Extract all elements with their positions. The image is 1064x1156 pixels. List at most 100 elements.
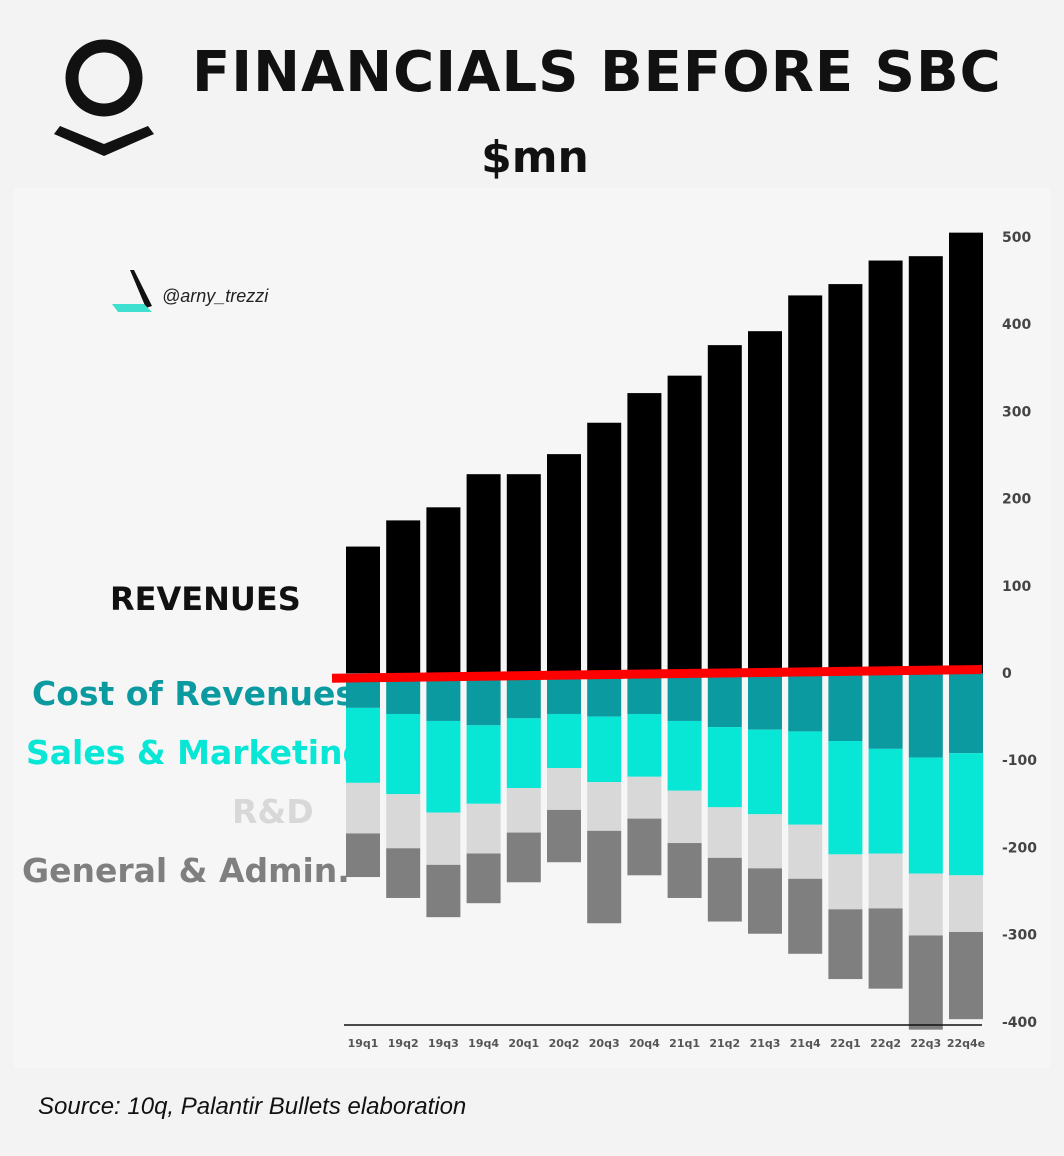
bar-revenues-20q3: [587, 422, 622, 673]
x-tick-label: 19q2: [388, 1037, 419, 1050]
y-tick-label: 100: [1002, 579, 1031, 595]
bar-sales-marketing-22q3: [908, 757, 943, 874]
bar-general-admin-21q1: [667, 843, 702, 898]
bar-sales-marketing-19q2: [386, 713, 421, 795]
bar-cost-of-revenues-21q4: [788, 673, 823, 732]
x-tick-label: 21q1: [669, 1037, 700, 1050]
x-tick-label: 22q4e: [947, 1037, 985, 1050]
bar-revenues-21q4: [788, 295, 823, 673]
bar-r-d-22q2: [868, 853, 903, 909]
bar-r-d-19q2: [386, 794, 421, 849]
y-tick-label: 500: [1002, 230, 1031, 246]
bar-sales-marketing-22q4e: [949, 753, 983, 876]
legend-revenues: REVENUES: [110, 580, 301, 618]
x-tick-label: 22q2: [870, 1037, 901, 1050]
bar-general-admin-21q4: [788, 878, 823, 954]
bar-revenues-19q2: [386, 520, 421, 673]
bar-cost-of-revenues-21q3: [748, 673, 782, 730]
y-tick-label: -200: [1002, 840, 1037, 856]
bar-general-admin-22q1: [828, 909, 863, 980]
bar-sales-marketing-20q1: [506, 718, 541, 789]
bar-r-d-19q1: [346, 782, 380, 834]
x-tick-label: 19q3: [428, 1037, 459, 1050]
bar-cost-of-revenues-22q3: [908, 673, 943, 758]
bar-general-admin-19q3: [426, 864, 461, 918]
bar-general-admin-22q2: [868, 908, 903, 989]
bar-general-admin-20q3: [587, 830, 622, 924]
y-tick-label: 0: [1002, 666, 1012, 682]
bar-sales-marketing-22q2: [868, 748, 903, 854]
x-tick-label: 20q3: [589, 1037, 620, 1050]
page-subtitle: $mn: [481, 132, 589, 183]
chart-panel: 19q1 19q2 19q3 19q4 20q1 20q2 20q3 20q4 21q1 21q2…: [14, 188, 1050, 1068]
bar-general-admin-20q4: [627, 818, 662, 876]
bar-sales-marketing-20q3: [587, 716, 622, 782]
bar-r-d-19q3: [426, 812, 461, 865]
x-tick-label: 22q1: [830, 1037, 861, 1050]
bar-revenues-20q1: [506, 474, 541, 673]
bar-r-d-22q4e: [949, 875, 983, 932]
bar-general-admin-20q2: [547, 809, 581, 863]
page-title: FINANCIALS BEFORE SBC: [192, 40, 1002, 105]
bar-sales-marketing-22q1: [828, 741, 863, 855]
bar-sales-marketing-19q4: [466, 725, 501, 804]
x-tick-label: 20q2: [549, 1037, 580, 1050]
bar-revenues-21q3: [748, 331, 782, 673]
zero-line: [331, 665, 983, 683]
source-note: Source: 10q, Palantir Bullets elaboratio…: [38, 1093, 467, 1120]
x-tick-label: 22q3: [910, 1037, 941, 1050]
bar-sales-marketing-21q1: [667, 720, 702, 791]
bar-sales-marketing-19q1: [346, 707, 380, 783]
legend-general-admin: General & Admin.: [22, 851, 350, 890]
stacked-bar-chart: 19q1 19q2 19q3 19q4 20q1 20q2 20q3 20q4 21q1 21q2…: [331, 230, 1037, 1050]
bar-cost-of-revenues-22q4e: [949, 673, 983, 754]
bar-general-admin-22q4e: [949, 931, 983, 1020]
x-tick-label: 20q4: [629, 1037, 660, 1050]
y-tick-label: 200: [1002, 492, 1031, 508]
bar-r-d-22q3: [908, 873, 943, 936]
x-tick-label: 21q3: [750, 1037, 781, 1050]
bar-revenues-22q2: [868, 260, 903, 673]
bar-general-admin-19q1: [346, 833, 380, 878]
bar-sales-marketing-20q2: [547, 713, 581, 769]
x-tick-label: 21q2: [709, 1037, 740, 1050]
bar-cost-of-revenues-20q3: [587, 673, 622, 717]
bar-revenues-19q4: [466, 474, 501, 673]
bar-general-admin-19q2: [386, 848, 421, 898]
bar-sales-marketing-19q3: [426, 720, 461, 813]
bar-revenues-20q4: [627, 393, 662, 673]
bar-revenues-20q2: [547, 454, 581, 673]
bar-revenues-22q1: [828, 284, 863, 673]
author-handle: @arny_trezzi: [162, 286, 269, 306]
bar-r-d-20q3: [587, 782, 622, 831]
bar-revenues-19q1: [346, 546, 380, 673]
bar-r-d-20q2: [547, 768, 581, 810]
legend-cost-of-revenues: Cost of Revenues: [32, 674, 356, 713]
bar-r-d-22q1: [828, 854, 863, 910]
bar-cost-of-revenues-19q4: [466, 673, 501, 726]
y-tick-label: 400: [1002, 317, 1031, 333]
bar-revenues-21q2: [707, 345, 742, 673]
x-tick-label: 21q4: [790, 1037, 821, 1050]
bar-general-admin-19q4: [466, 853, 501, 904]
bar-r-d-21q2: [707, 807, 742, 858]
bar-cost-of-revenues-20q4: [627, 673, 662, 714]
arny-trezzi-logo: [108, 268, 156, 314]
bar-revenues-22q3: [908, 256, 943, 673]
bar-general-admin-22q3: [908, 935, 943, 1030]
y-tick-label: -400: [1002, 1015, 1037, 1031]
y-tick-label: 300: [1002, 404, 1031, 420]
bar-cost-of-revenues-20q2: [547, 673, 581, 714]
palantir-logo: [52, 38, 156, 164]
bar-cost-of-revenues-21q1: [667, 673, 702, 721]
bar-cost-of-revenues-20q1: [506, 673, 541, 719]
bar-r-d-21q3: [748, 814, 782, 869]
x-tick-label: 19q1: [348, 1037, 379, 1050]
legend-rnd: R&D: [232, 792, 314, 831]
bar-revenues-19q3: [426, 507, 461, 673]
x-tick-label: 20q1: [508, 1037, 539, 1050]
x-tick-label: 19q4: [468, 1037, 499, 1050]
bar-r-d-20q1: [506, 788, 541, 833]
bar-r-d-19q4: [466, 803, 501, 854]
bar-r-d-21q1: [667, 790, 702, 844]
